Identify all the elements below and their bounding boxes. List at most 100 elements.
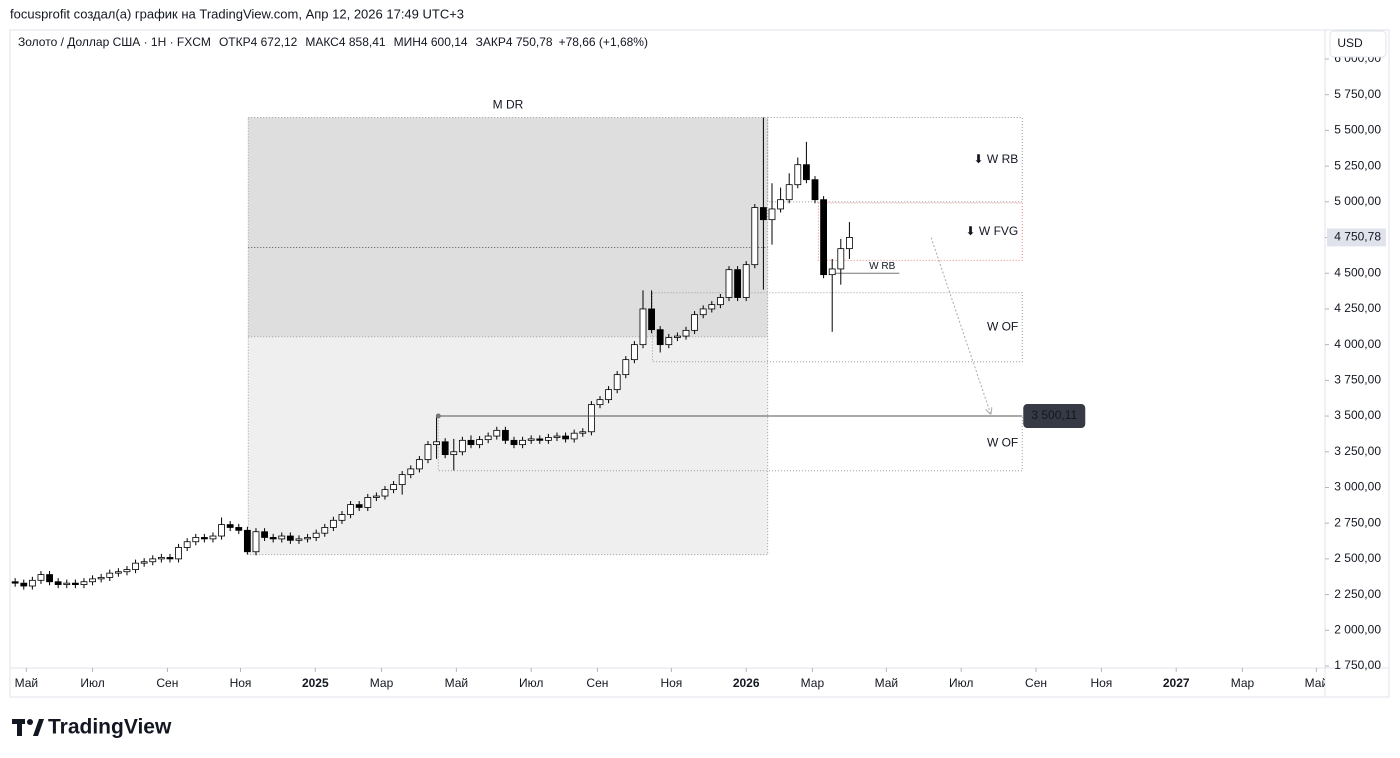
candle-body: [708, 304, 716, 310]
candle-body: [54, 581, 62, 585]
candle-body: [278, 535, 286, 540]
x-tick-label: 2026: [733, 676, 760, 690]
price-axis: 1 750,00 2 000,00 2 250,00 2 500,00 2 750,00…: [1325, 51, 1386, 672]
brand: TradingView: [48, 716, 172, 739]
candle-body: [106, 572, 114, 578]
candle-body: [484, 435, 492, 441]
candle-body: [794, 164, 802, 186]
candle-body: [725, 269, 733, 298]
change: +78,66 (+1,68%): [559, 35, 648, 49]
x-tick-label: Мар: [1231, 676, 1255, 690]
candle-body: [295, 538, 303, 541]
x-tick-label: Май: [875, 676, 899, 690]
zone-label: ⬇ W RB: [974, 152, 1019, 166]
candle-body: [665, 337, 673, 346]
ohlc-value: 4 600,14: [421, 35, 468, 49]
candle-body: [751, 207, 759, 266]
y-tick-label: 5 000,00: [1334, 194, 1381, 208]
candle-body: [166, 557, 174, 560]
candle-body: [605, 389, 612, 401]
last-price-label: 4 750,78: [1334, 230, 1381, 244]
y-tick-label: 2 250,00: [1334, 587, 1381, 601]
candle-body: [200, 537, 208, 540]
ohlc-value: 4 672,12: [251, 35, 298, 49]
candle-body: [441, 441, 449, 456]
candle-body: [820, 199, 827, 276]
candles: [11, 117, 853, 590]
currency-button[interactable]: [1329, 30, 1387, 58]
x-tick-label: Ноя: [1090, 676, 1112, 690]
candle-body: [699, 308, 707, 316]
candle-body: [587, 404, 595, 433]
frame: [9, 29, 1390, 698]
x-tick-label: Июл: [80, 676, 104, 690]
x-tick-label: Сен: [156, 676, 178, 690]
x-tick-label: Май: [1305, 676, 1329, 690]
candle-body: [519, 439, 526, 446]
ohlc-value: 4 750,78: [506, 35, 553, 49]
level-anchor: [435, 413, 441, 419]
candle-body: [338, 514, 346, 521]
candle-body: [562, 435, 569, 440]
candle-body: [175, 547, 182, 560]
candle-body: [424, 444, 432, 461]
candle-body: [811, 179, 819, 201]
zone-label: M DR: [493, 98, 524, 112]
candle-body: [785, 184, 793, 201]
candle-body: [28, 579, 36, 587]
ohlc-label: ЗАКР: [476, 35, 506, 49]
x-tick-label: 2025: [302, 676, 329, 690]
candle-body: [493, 429, 501, 437]
x-tick-label: Июл: [949, 676, 973, 690]
ohlc-label: ОТКР: [219, 35, 251, 49]
candle-body: [304, 537, 311, 540]
x-tick-label: Ноя: [230, 676, 252, 690]
zone-label: W RB: [869, 261, 895, 272]
candle-body: [613, 374, 621, 391]
candle-body: [845, 237, 853, 250]
y-tick-label: 4 250,00: [1334, 301, 1381, 315]
candle-body: [768, 208, 776, 221]
last-price-box: [1327, 228, 1386, 247]
zone-label: W OF: [987, 436, 1018, 450]
candle-body: [355, 504, 363, 508]
y-tick-label: 5 250,00: [1334, 158, 1381, 172]
y-tick-label: 3 500,00: [1334, 408, 1381, 422]
candle-body: [286, 535, 294, 541]
x-tick-label: Ноя: [660, 676, 682, 690]
candle-body: [183, 541, 191, 548]
candle-body: [192, 537, 200, 543]
forecast-arrow: [930, 237, 990, 414]
candle-body: [476, 439, 483, 446]
candle-body: [407, 468, 415, 476]
level-label-box: [1023, 404, 1086, 429]
zone-box: [817, 202, 1023, 261]
candle-body: [390, 484, 397, 491]
candle-body: [321, 527, 329, 534]
candle-body: [132, 562, 139, 570]
candle-body: [682, 329, 690, 337]
candle-body: [648, 308, 655, 331]
candle-body: [243, 529, 251, 553]
candle-body: [510, 439, 518, 446]
candle-body: [450, 451, 458, 456]
overlay: M DR ⬇ W RB ⬇ W FVG W RB W OF W OF 3 500,11: [435, 98, 1086, 450]
level-label: 3 500,11: [1031, 408, 1077, 422]
y-tick-label: 1 750,00: [1334, 658, 1381, 672]
candle-body: [140, 561, 148, 564]
ohlc-value: 4 858,41: [339, 35, 386, 49]
currency[interactable]: USD: [1337, 36, 1363, 50]
candle-body: [123, 569, 131, 573]
candle-body: [235, 527, 243, 531]
ohlc-label: МАКС: [305, 35, 339, 49]
candle-body: [802, 164, 810, 181]
y-tick-label: 3 750,00: [1334, 373, 1381, 387]
y-tick-label: 3 000,00: [1334, 480, 1381, 494]
candle-body: [639, 308, 647, 346]
candle-body: [742, 264, 750, 298]
zone-label: W OF: [987, 319, 1018, 333]
candle-body: [656, 329, 664, 346]
symbol-title: Золото / Доллар США · 1Н · FXCM: [18, 35, 211, 49]
candle-body: [398, 474, 406, 486]
x-tick-label: Мар: [370, 676, 394, 690]
